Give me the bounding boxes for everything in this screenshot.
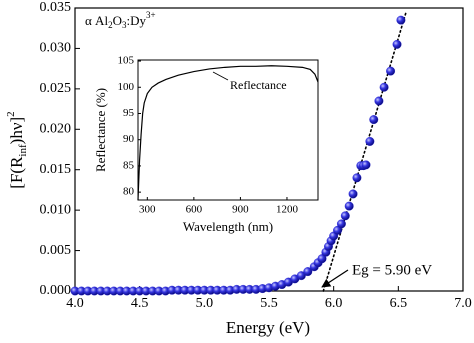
inset-y-axis-label: Reflectance (%) <box>93 88 108 172</box>
x-tick-label: 600 <box>186 203 203 215</box>
x-tick-label: 5.5 <box>260 296 278 311</box>
x-tick-label: 1200 <box>276 203 299 215</box>
data-point <box>374 96 384 106</box>
y-tick-label: 95 <box>123 107 135 119</box>
y-tick-label: 90 <box>123 133 135 145</box>
data-point <box>340 211 350 221</box>
data-point <box>386 66 396 76</box>
reflectance-line <box>137 65 319 201</box>
data-point <box>296 271 306 281</box>
eg-arrow <box>321 269 349 288</box>
y-tick-label: 0.005 <box>40 243 72 258</box>
y-tick-label: 100 <box>118 81 135 93</box>
data-point <box>352 173 362 183</box>
data-point <box>344 201 354 211</box>
data-point <box>365 136 375 146</box>
y-tick-label: 0.010 <box>40 202 72 217</box>
x-tick-label: 300 <box>139 203 156 215</box>
inset-x-axis-label: Wavelength (nm) <box>183 219 273 234</box>
fit-line <box>322 11 407 292</box>
y-tick-label: 80 <box>123 186 135 198</box>
x-tick-label: 4.0 <box>66 296 84 311</box>
eg-label: Eg = 5.90 eV <box>352 262 432 278</box>
y-tick-label: 85 <box>123 159 135 171</box>
y-tick-label: 0.035 <box>40 0 72 15</box>
x-tick-label: 5.0 <box>196 296 214 311</box>
inset-series-label: Reflectance <box>230 78 287 92</box>
y-tick-label: 0.020 <box>40 122 72 137</box>
sample-annotation: α Al2O3:Dy3+ <box>85 10 156 30</box>
y-tick-label: 0.015 <box>40 162 72 177</box>
y-tick-label: 0.025 <box>40 81 72 96</box>
inset-frame <box>137 59 319 201</box>
x-tick-label: 7.0 <box>454 296 472 311</box>
data-point <box>336 219 346 229</box>
data-point <box>361 160 371 170</box>
x-tick-label: 6.0 <box>325 296 343 311</box>
x-tick-label: 4.5 <box>131 296 149 311</box>
y-tick-label: 0.000 <box>40 283 72 298</box>
data-point <box>392 39 402 49</box>
y-tick-label: 105 <box>118 55 135 67</box>
data-point <box>348 189 358 199</box>
x-tick-label: 6.5 <box>390 296 408 311</box>
x-axis-label: Energy (eV) <box>226 318 310 337</box>
data-point <box>303 267 313 277</box>
x-tick-label: 900 <box>232 203 249 215</box>
data-point <box>379 82 389 92</box>
inset-label-leader <box>212 71 229 81</box>
data-point <box>369 115 379 125</box>
y-tick-label: 0.030 <box>40 41 72 56</box>
data-point <box>396 15 406 25</box>
y-axis-label: [F(Rinf)hν]2 <box>5 111 29 188</box>
